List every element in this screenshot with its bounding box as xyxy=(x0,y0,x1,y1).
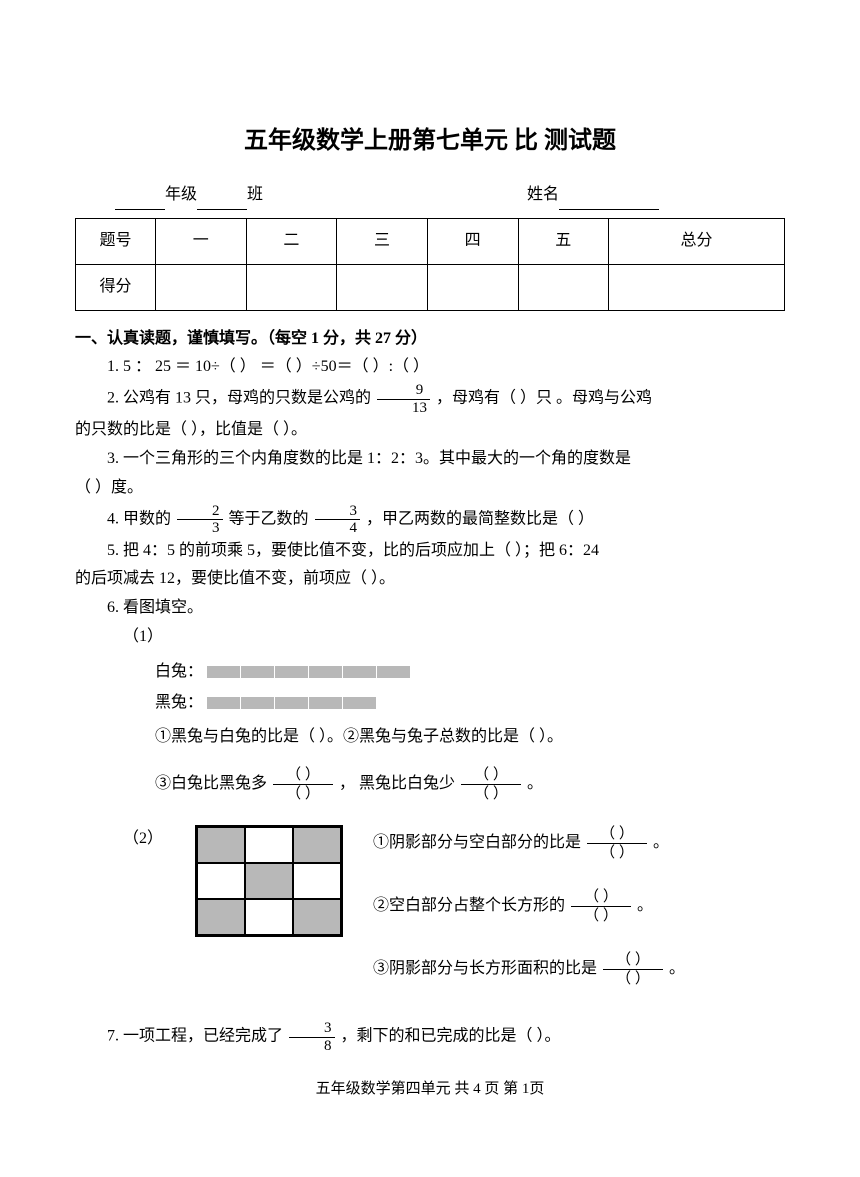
header-cell: 四 xyxy=(427,218,518,264)
question-6: 6. 看图填空。 xyxy=(75,594,785,623)
grid-cell xyxy=(197,863,245,899)
fraction-3-4: 34 xyxy=(315,503,361,537)
grid-cell xyxy=(293,863,341,899)
q6-2-1: ①阴影部分与空白部分的比是 （ ）（ ） 。 xyxy=(373,825,785,862)
question-5-cont: 的后项减去 12，要使比值不变，前项应（ ）。 xyxy=(75,565,785,594)
q4-text-a: 4. 甲数的 xyxy=(107,510,171,527)
table-row: 得分 xyxy=(76,264,785,310)
header-cell: 二 xyxy=(246,218,337,264)
question-6-2: （2） ①阴影部分与空白部分的比是 （ ）（ ） 。 ②空白部分占整个长方形的 … xyxy=(75,825,785,1014)
q4-text-c: ，甲乙两数的最简整数比是（ ） xyxy=(366,510,594,527)
fraction-2-3: 23 xyxy=(177,503,223,537)
grid-questions: ①阴影部分与空白部分的比是 （ ）（ ） 。 ②空白部分占整个长方形的 （ ）（… xyxy=(373,825,785,1014)
question-3-cont: （ ）度。 xyxy=(75,474,785,503)
question-2-cont: 的只数的比是（ ），比值是（ ）。 xyxy=(75,416,785,445)
q4-text-b: 等于乙数的 xyxy=(229,510,309,527)
score-cell[interactable] xyxy=(156,264,247,310)
row-label: 得分 xyxy=(76,264,156,310)
header-cell: 总分 xyxy=(609,218,785,264)
bar-block xyxy=(343,666,377,678)
q7-text-a: 7. 一项工程，已经完成了 xyxy=(107,1028,283,1045)
grid-figure xyxy=(195,825,343,937)
class-label: 班 xyxy=(247,186,263,203)
score-cell[interactable] xyxy=(518,264,609,310)
question-6-1-sub1: ①黑兔与白兔的比是（ ）。②黑兔与兔子总数的比是（ ）。 xyxy=(75,723,785,752)
section-1-title: 一、认真读题，谨慎填写。（每空 1 分，共 27 分） xyxy=(75,325,785,354)
empty-fraction[interactable]: （ ）（ ） xyxy=(461,766,521,803)
q6-1-3a: ③白兔比黑兔多 xyxy=(155,775,267,792)
white-rabbit-row: 白兔： xyxy=(155,658,785,687)
question-3: 3. 一个三角形的三个内角度数的比是 1：2：3。其中最大的一个角的度数是 xyxy=(75,445,785,474)
grid-cell xyxy=(197,827,245,863)
bar-block xyxy=(309,666,343,678)
name-label: 姓名 xyxy=(527,186,559,203)
q2-text-a: 2. 公鸡有 13 只，母鸡的只数是公鸡的 xyxy=(107,390,371,407)
white-rabbit-label: 白兔： xyxy=(155,658,203,687)
fraction-3-8: 38 xyxy=(289,1020,335,1054)
q6-2-3: ③阴影部分与长方形面积的比是 （ ）（ ） 。 xyxy=(373,951,785,988)
table-row: 题号 一 二 三 四 五 总分 xyxy=(76,218,785,264)
empty-fraction[interactable]: （ ）（ ） xyxy=(587,825,647,862)
score-cell[interactable] xyxy=(609,264,785,310)
grid-cell xyxy=(245,899,293,935)
page-title: 五年级数学上册第七单元 比 测试题 xyxy=(75,120,785,163)
bar-block xyxy=(207,697,241,709)
grade-label: 年级 xyxy=(165,186,197,203)
q6-1-3b: ， 黑兔比白兔少 xyxy=(339,775,455,792)
bar-block xyxy=(241,697,275,709)
grid-cell xyxy=(197,899,245,935)
empty-fraction[interactable]: （ ）（ ） xyxy=(273,766,333,803)
grid-3x3 xyxy=(195,825,343,937)
grade-blank[interactable] xyxy=(115,190,165,210)
question-1: 1. 5 ： 25 ＝ 10÷（ ） ＝（ ）÷50＝（ ）:（ ） xyxy=(75,353,785,382)
empty-fraction[interactable]: （ ）（ ） xyxy=(603,951,663,988)
score-cell[interactable] xyxy=(427,264,518,310)
bar-block xyxy=(275,697,309,709)
rabbit-diagram: 白兔： 黑兔： xyxy=(75,658,785,718)
header-cell: 三 xyxy=(337,218,428,264)
question-6-1-sub3: ③白兔比黑兔多 （ ）（ ） ， 黑兔比白兔少 （ ）（ ） 。 xyxy=(75,766,785,803)
header-cell: 题号 xyxy=(76,218,156,264)
score-cell[interactable] xyxy=(246,264,337,310)
question-2: 2. 公鸡有 13 只，母鸡的只数是公鸡的 913 ，母鸡有（ ）只 。母鸡与公… xyxy=(75,382,785,416)
student-info-line: 年级 班 姓名 xyxy=(75,181,785,210)
question-6-1: （1） xyxy=(75,623,785,652)
black-rabbit-label: 黑兔： xyxy=(155,689,203,718)
question-7: 7. 一项工程，已经完成了 38 ，剩下的和已完成的比是（ ）。 xyxy=(75,1020,785,1054)
bar-block xyxy=(275,666,309,678)
score-cell[interactable] xyxy=(337,264,428,310)
fraction-9-13: 913 xyxy=(377,382,430,416)
bar-block xyxy=(207,666,241,678)
empty-fraction[interactable]: （ ）（ ） xyxy=(571,888,631,925)
q6-2-2: ②空白部分占整个长方形的 （ ）（ ） 。 xyxy=(373,888,785,925)
page-footer: 五年级数学第四单元 共 4 页 第 1页 xyxy=(75,1076,785,1103)
question-4: 4. 甲数的 23 等于乙数的 34 ，甲乙两数的最简整数比是（ ） xyxy=(75,503,785,537)
q7-text-b: ，剩下的和已完成的比是（ ）。 xyxy=(341,1028,561,1045)
q2-text-b: ，母鸡有（ ）只 。母鸡与公鸡 xyxy=(436,390,652,407)
bar-block xyxy=(241,666,275,678)
grid-cell xyxy=(293,827,341,863)
q6-1-3c: 。 xyxy=(527,775,543,792)
score-table: 题号 一 二 三 四 五 总分 得分 xyxy=(75,218,785,311)
grid-cell xyxy=(245,863,293,899)
grid-cell xyxy=(293,899,341,935)
bar-block xyxy=(309,697,343,709)
name-blank[interactable] xyxy=(559,190,659,210)
class-blank[interactable] xyxy=(197,190,247,210)
bar-block xyxy=(343,697,377,709)
header-cell: 一 xyxy=(156,218,247,264)
q6-2-label: （2） xyxy=(75,825,163,854)
grid-cell xyxy=(245,827,293,863)
header-cell: 五 xyxy=(518,218,609,264)
black-rabbit-row: 黑兔： xyxy=(155,689,785,718)
question-5: 5. 把 4：5 的前项乘 5，要使比值不变，比的后项应加上（ ）；把 6：24 xyxy=(75,537,785,566)
bar-block xyxy=(377,666,411,678)
